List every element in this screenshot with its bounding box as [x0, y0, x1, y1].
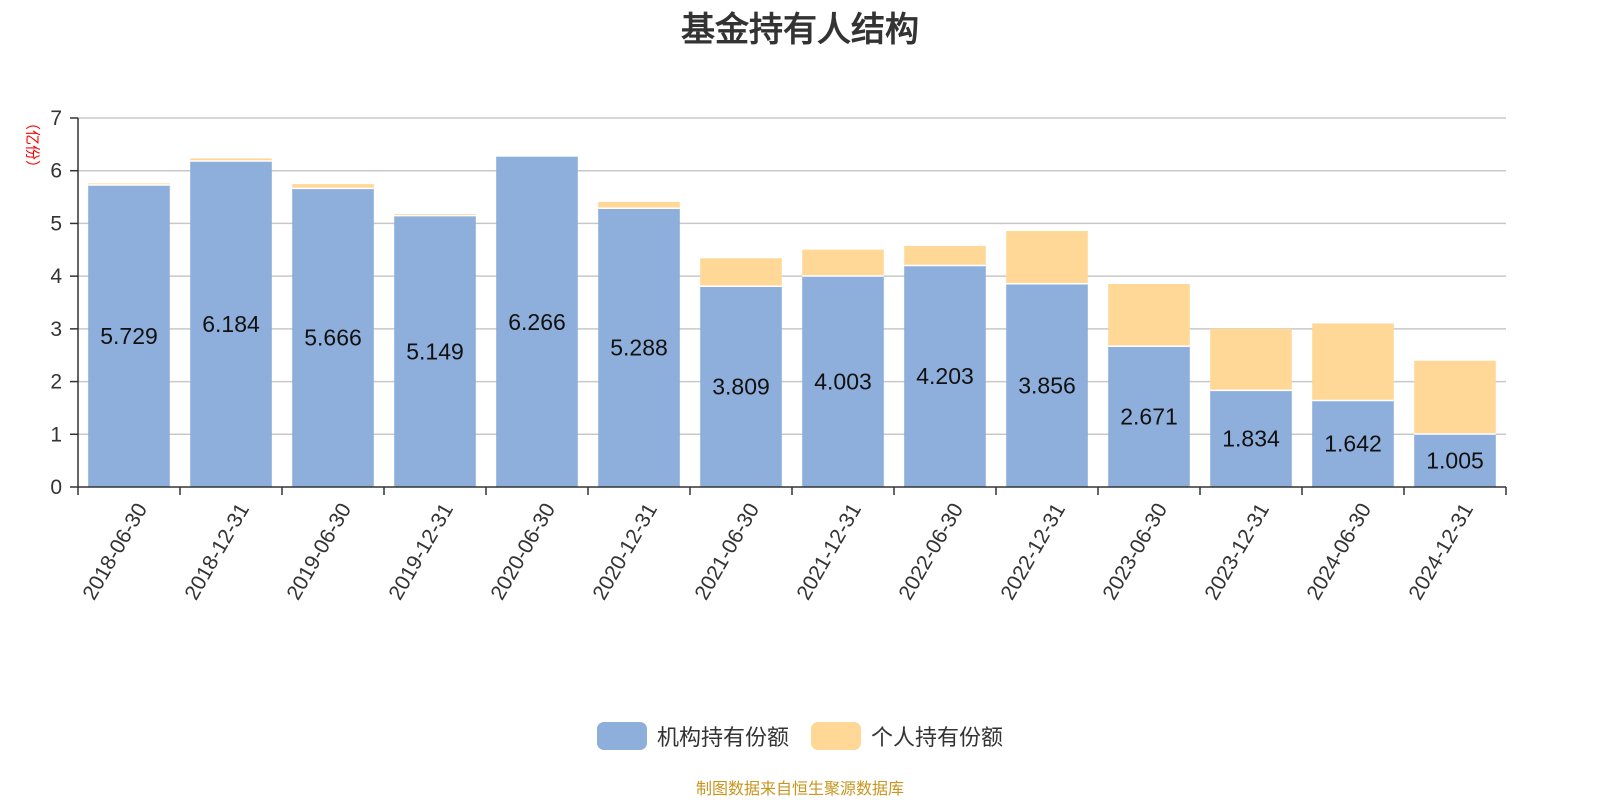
data-label: 1.005 [1426, 448, 1484, 474]
bar-individual [1312, 323, 1394, 400]
x-tick-label: 2020-06-30 [486, 499, 560, 604]
y-tick-label: 0 [50, 476, 62, 499]
data-label: 6.266 [508, 309, 566, 335]
y-tick-label: 1 [50, 423, 62, 446]
x-tick-label: 2024-06-30 [1302, 499, 1376, 604]
bar-individual [1006, 231, 1088, 284]
x-tick-label: 2022-06-30 [894, 499, 968, 604]
data-label: 3.809 [712, 374, 770, 400]
legend-swatch-individual [811, 722, 861, 750]
data-label: 3.856 [1018, 372, 1076, 398]
data-label: 5.666 [304, 325, 362, 351]
x-tick-label: 2023-06-30 [1098, 499, 1172, 604]
y-tick-label: 6 [50, 160, 62, 183]
x-tick-label: 2019-06-30 [282, 499, 356, 604]
bars [88, 157, 1496, 487]
data-label: 5.149 [406, 338, 464, 364]
y-tick-label: 2 [50, 371, 62, 394]
legend-label-institutional: 机构持有份额 [657, 720, 789, 752]
data-label: 5.729 [100, 323, 158, 349]
bar-individual [1414, 361, 1496, 434]
bar-individual [1210, 329, 1292, 391]
x-tick-label: 2022-12-31 [996, 499, 1070, 604]
y-tick-label: 3 [50, 318, 62, 341]
x-tick-label: 2021-06-30 [690, 499, 764, 604]
bar-individual [904, 246, 986, 266]
x-tick-label: 2018-06-30 [78, 499, 152, 604]
data-label: 1.834 [1222, 426, 1280, 452]
data-label: 2.671 [1120, 404, 1178, 430]
data-label: 4.203 [916, 363, 974, 389]
y-tick-label: 5 [50, 212, 62, 235]
data-label: 6.184 [202, 311, 260, 337]
x-tick-label: 2019-12-31 [384, 499, 458, 604]
x-tick-label: 2021-12-31 [792, 499, 866, 604]
bar-individual [700, 258, 782, 286]
x-tick-label: 2024-12-31 [1404, 499, 1478, 604]
bar-individual [802, 250, 884, 276]
legend-label-individual: 个人持有份额 [871, 720, 1003, 752]
y-tick-label: 4 [50, 265, 62, 288]
source-note: 制图数据来自恒生聚源数据库 [0, 775, 1600, 799]
data-label: 5.288 [610, 335, 668, 361]
x-tick-label: 2020-12-31 [588, 499, 662, 604]
legend: 机构持有份额 个人持有份额 [0, 720, 1600, 752]
data-label: 1.642 [1324, 431, 1382, 457]
x-tick-label: 2018-12-31 [180, 499, 254, 604]
bar-individual [598, 202, 680, 208]
bar-individual [1108, 284, 1190, 346]
legend-swatch-institutional [597, 722, 647, 750]
legend-item-individual[interactable]: 个人持有份额 [811, 720, 1003, 752]
data-label: 4.003 [814, 368, 872, 394]
y-tick-label: 7 [50, 107, 62, 130]
x-tick-label: 2023-12-31 [1200, 499, 1274, 604]
legend-item-institutional[interactable]: 机构持有份额 [597, 720, 789, 752]
